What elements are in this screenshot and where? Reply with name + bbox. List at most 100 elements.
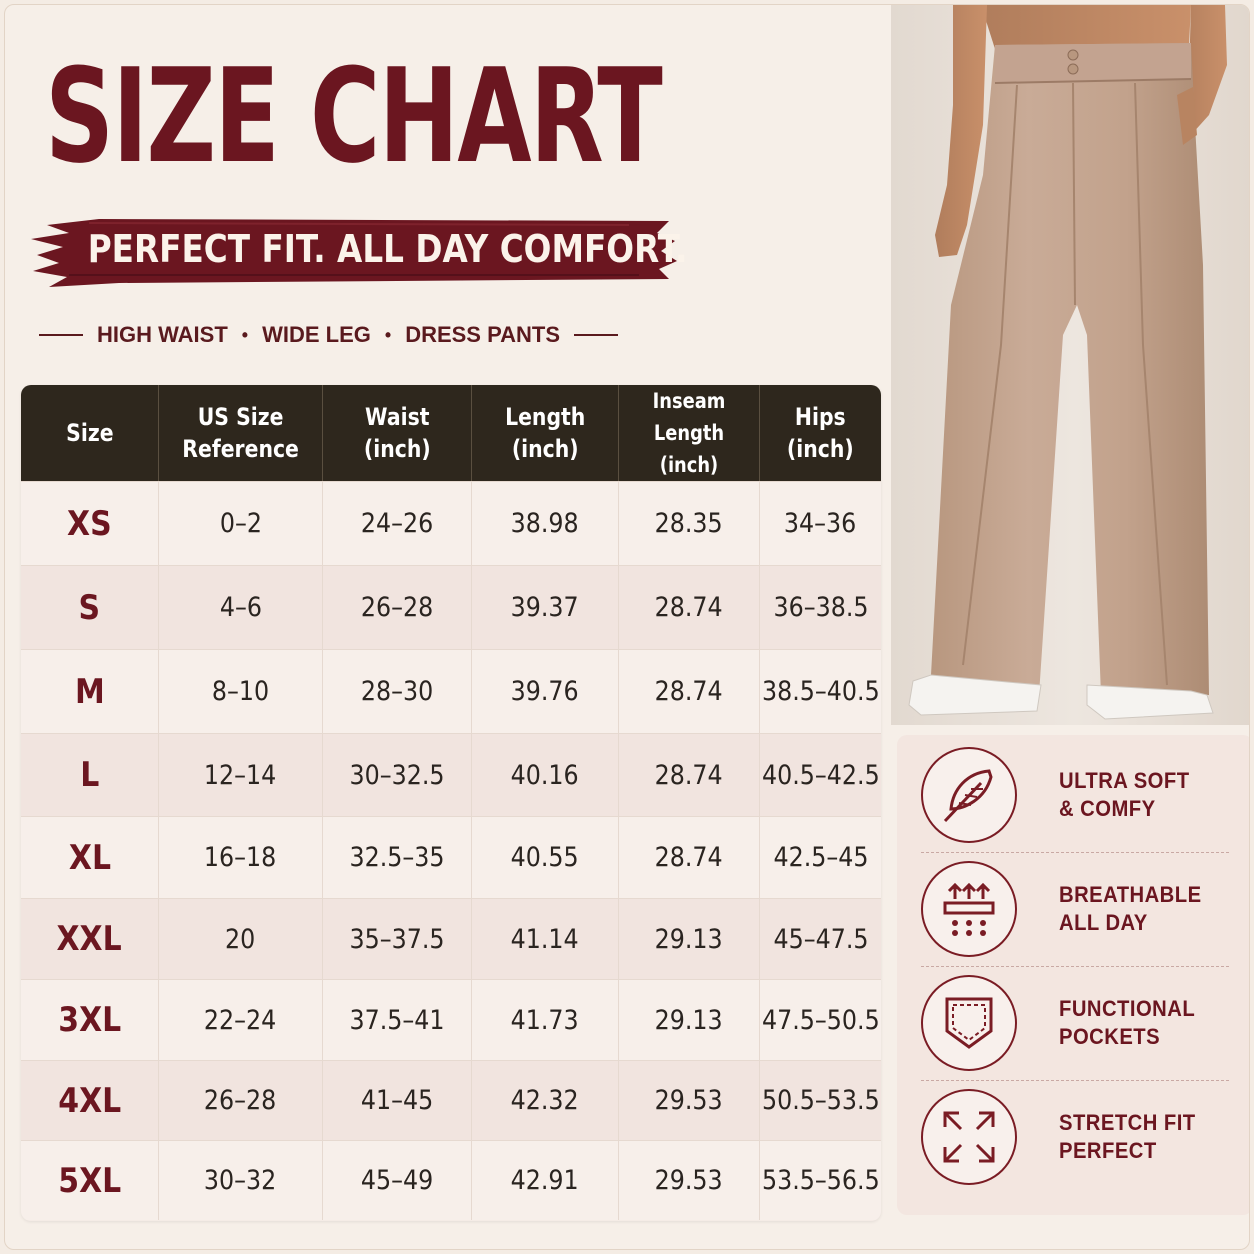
table-cell: 29.13 xyxy=(619,980,760,1060)
table-cell: 8–10 xyxy=(159,650,323,733)
table-cell: 45–47.5 xyxy=(772,923,869,955)
model-wearing-pants-illustration xyxy=(891,5,1249,725)
table-cell: 41.73 xyxy=(472,980,619,1060)
feather-icon xyxy=(921,747,1017,843)
table-cell: 42.5–45 xyxy=(772,842,869,873)
table-cell: 26–28 xyxy=(159,1061,323,1140)
table-cell: 16–18 xyxy=(159,817,323,898)
size-label-cell: M xyxy=(21,650,159,733)
attribute-label: HIGH WAIST xyxy=(97,322,228,347)
size-label-cell: XS xyxy=(21,482,159,565)
table-body: XS 0–2 24–26 38.98 28.35 34–36 S 4–6 26–28 39.37 2… xyxy=(21,481,881,1220)
page-title: SIZE CHART xyxy=(45,40,663,192)
breathable-fabric-icon xyxy=(921,861,1017,957)
table-cell: 28.74 xyxy=(619,734,760,816)
size-chart-card: SIZE CHART PERFECT FIT. ALL DAY COMFORT.… xyxy=(4,4,1250,1250)
table-cell: 4–6 xyxy=(159,566,323,649)
feature-label: FUNCTIONAL POCKETS xyxy=(1059,996,1196,1049)
table-cell: 40.16 xyxy=(472,734,619,816)
feature-pockets: FUNCTIONAL POCKETS xyxy=(921,967,1229,1081)
table-cell: 28.74 xyxy=(619,566,760,649)
divider xyxy=(921,1080,1229,1081)
feature-label: STRETCH FIT PERFECT xyxy=(1059,1110,1196,1163)
table-cell: 29.53 xyxy=(619,1141,760,1220)
feature-soft: ULTRA SOFT & COMFY xyxy=(921,739,1229,853)
divider xyxy=(574,334,619,336)
table-row: M 8–10 28–30 39.76 28.74 38.5–40.5 xyxy=(21,649,881,733)
product-photo xyxy=(891,5,1249,725)
size-table: Size US Size Reference Waist (inch) Leng… xyxy=(21,385,881,1221)
feature-panel: ULTRA SOFT & COMFY BREATHABLE ALL DAY xyxy=(897,735,1249,1215)
table-cell: 28.74 xyxy=(619,817,760,898)
attribute-label: DRESS PANTS xyxy=(405,322,561,347)
table-cell: 22–24 xyxy=(159,980,323,1060)
divider xyxy=(39,334,83,336)
stretch-arrows-icon xyxy=(921,1089,1017,1185)
table-cell: 30–32.5 xyxy=(323,734,472,816)
table-cell: 39.37 xyxy=(472,566,619,649)
table-cell: 42.91 xyxy=(472,1141,619,1220)
table-cell: 30–32 xyxy=(159,1141,323,1220)
table-cell: 39.76 xyxy=(472,650,619,733)
brush-stroke-banner xyxy=(31,219,677,287)
table-cell: 28.74 xyxy=(619,650,760,733)
table-row: L 12–14 30–32.5 40.16 28.74 40.5–42.5 xyxy=(21,733,881,816)
table-row: S 4–6 26–28 39.37 28.74 36–38.5 xyxy=(21,565,881,649)
table-cell: 34–36 xyxy=(784,508,857,539)
table-cell: 24–26 xyxy=(323,482,472,565)
table-cell: 36–38.5 xyxy=(772,592,869,623)
feature-label: ULTRA SOFT & COMFY xyxy=(1059,768,1190,821)
table-cell: 40.5–42.5 xyxy=(761,759,880,791)
pocket-icon xyxy=(921,975,1017,1071)
table-cell: 29.53 xyxy=(619,1061,760,1140)
bullet: • xyxy=(241,324,249,345)
size-label-cell: 3XL xyxy=(21,980,159,1060)
table-row: XS 0–2 24–26 38.98 28.35 34–36 xyxy=(21,481,881,565)
table-row: 4XL 26–28 41–45 42.32 29.53 50.5–53.5 xyxy=(21,1060,881,1140)
table-cell: 28–30 xyxy=(323,650,472,733)
feature-stretch: STRETCH FIT PERFECT xyxy=(921,1081,1229,1193)
table-cell: 0–2 xyxy=(159,482,323,565)
size-label-cell: XL xyxy=(21,817,159,898)
table-cell: 38.5–40.5 xyxy=(761,676,880,707)
table-row: 3XL 22–24 37.5–41 41.73 29.13 47.5–50.5 xyxy=(21,979,881,1060)
table-cell: 50.5–53.5 xyxy=(761,1085,880,1116)
divider xyxy=(921,852,1229,853)
size-label-cell: 4XL xyxy=(21,1061,159,1140)
size-label-cell: 5XL xyxy=(21,1141,159,1220)
table-cell: 38.98 xyxy=(472,482,619,565)
product-attributes: HIGH WAIST • WIDE LEG • DRESS PANTS xyxy=(39,315,619,355)
feature-label: BREATHABLE ALL DAY xyxy=(1059,882,1202,935)
table-cell: 12–14 xyxy=(159,734,323,816)
table-cell: 37.5–41 xyxy=(323,980,472,1060)
table-cell: 42.32 xyxy=(472,1061,619,1140)
table-cell: 32.5–35 xyxy=(323,817,472,898)
table-row: XL 16–18 32.5–35 40.55 28.74 42.5–45 xyxy=(21,816,881,898)
size-label-cell: S xyxy=(21,566,159,649)
divider xyxy=(921,966,1229,967)
column-header: Hips (inch) xyxy=(787,403,854,463)
size-label-cell: L xyxy=(21,734,159,816)
table-cell: 41–45 xyxy=(323,1061,472,1140)
column-header: Inseam Length (inch) xyxy=(619,385,760,481)
table-row: XXL 20 35–37.5 41.14 29.13 45–47.5 xyxy=(21,898,881,979)
table-row: 5XL 30–32 45–49 42.91 29.53 53.5–56.5 xyxy=(21,1140,881,1220)
table-cell: 26–28 xyxy=(323,566,472,649)
column-header: Waist (inch) xyxy=(323,385,472,481)
table-cell: 45–49 xyxy=(323,1141,472,1220)
table-cell: 47.5–50.5 xyxy=(761,1004,880,1036)
table-cell: 53.5–56.5 xyxy=(761,1165,880,1196)
table-cell: 41.14 xyxy=(472,899,619,979)
table-cell: 40.55 xyxy=(472,817,619,898)
size-label-cell: XXL xyxy=(21,899,159,979)
bullet: • xyxy=(384,324,392,345)
table-cell: 28.35 xyxy=(619,482,760,565)
table-cell: 35–37.5 xyxy=(323,899,472,979)
table-cell: 20 xyxy=(159,899,323,979)
column-header: Size xyxy=(21,385,159,481)
column-header: Length (inch) xyxy=(472,385,619,481)
tagline: PERFECT FIT. ALL DAY COMFORT. xyxy=(87,227,688,271)
attribute-label: WIDE LEG xyxy=(262,322,371,347)
table-cell: 29.13 xyxy=(619,899,760,979)
column-header: US Size Reference xyxy=(159,385,323,481)
